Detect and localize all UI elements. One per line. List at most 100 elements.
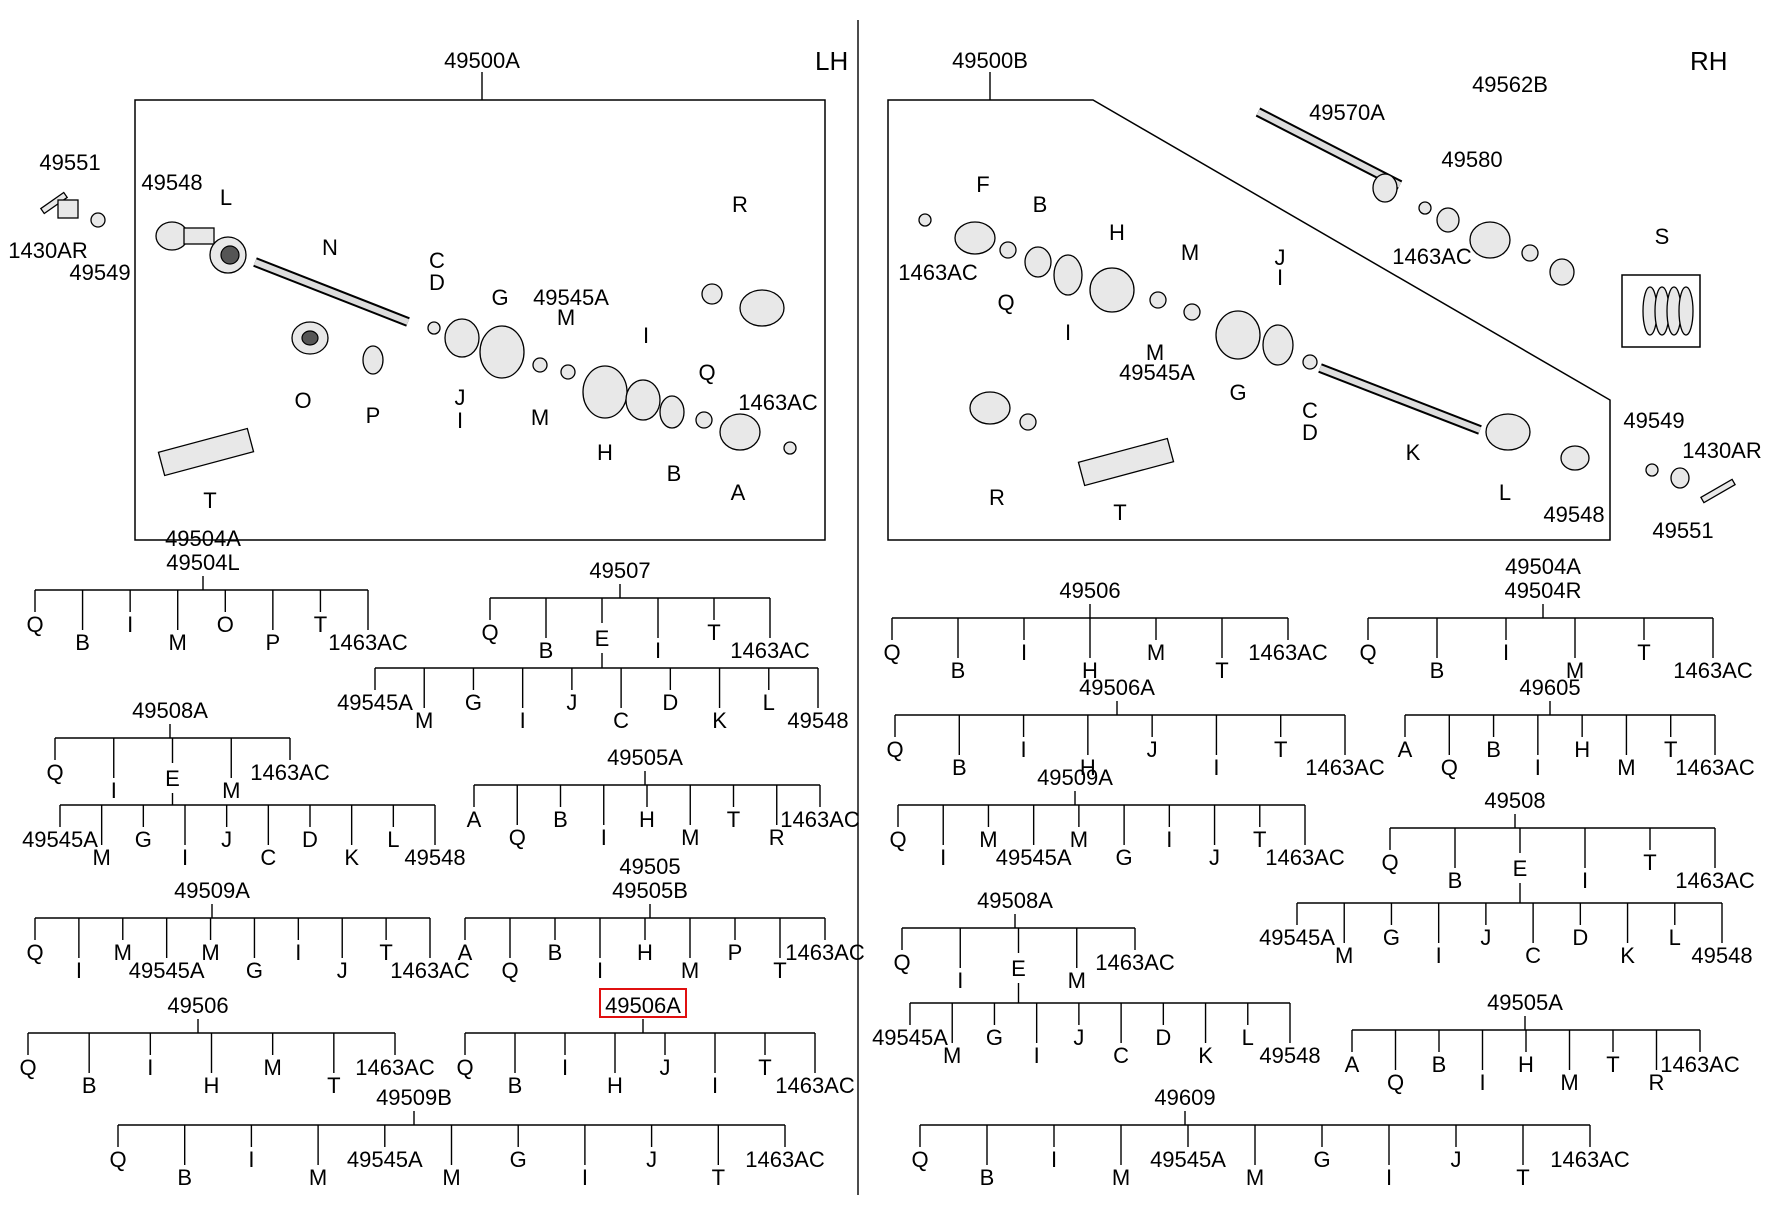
rh-part-label-26: 49551 [1652,518,1713,543]
part-tree: 49506 Q B I H M T 1463AC [19,993,434,1098]
lh-part-label-21: B [667,461,682,486]
tree-sub-branch-label: I [520,708,526,733]
rh-part-label-11: I [1065,320,1071,345]
tree-branch-label: T [758,1055,771,1080]
tree-sub-branch-label: 49548 [1259,1043,1320,1068]
tree-branch-label: M [979,827,997,852]
tree-branch-label: I [1213,755,1219,780]
tree-branch-label: R [769,825,785,850]
tree-sub-branch-label: 49548 [1691,943,1752,968]
tree-branch-label: B [1486,737,1501,762]
lh-part-label-20: 1463AC [738,390,818,415]
tree-branch-label: 1463AC [1248,640,1328,665]
tree-sub-branch-label: G [465,690,482,715]
tree-sub-branch-label: J [221,827,232,852]
tree-branch-label: B [553,807,568,832]
rh-assembly-code: 49500B [952,48,1028,73]
tree-branch-label: Q [481,620,498,645]
tree-branch-label: M [114,940,132,965]
lh-part-label-13: O [294,388,311,413]
tree-branch-label: 49545A [996,845,1072,870]
tree-sub-branch-label: L [387,827,399,852]
lh-part-label-17: M [531,405,549,430]
tree-branch-label: 1463AC [355,1055,435,1080]
tree-branch-label: H [639,807,655,832]
lh-assembly-code: 49500A [444,48,520,73]
part-tree: 49509B Q B I M 49545A M G I J T 1463AC [109,1085,824,1190]
tree-branch-label: 1463AC [390,958,470,983]
tree-branch-label: I [1535,755,1541,780]
lh-assembly: 49500A [8,48,826,541]
tree-title: 49506 [1059,578,1120,603]
tree-sub-node: E [1513,856,1528,881]
tree-branch-label: H [637,940,653,965]
tree-sub-branch-label: I [1034,1043,1040,1068]
tree-branch-label: Q [893,950,910,975]
tree-branch-label: G [510,1147,527,1172]
lh-small-parts-icon [39,191,797,477]
tree-branch-label: M [681,825,699,850]
tree-branch-label: 1463AC [1095,950,1175,975]
highlight-box [599,988,687,1018]
tree-branch-label: I [147,1055,153,1080]
lh-part-label-18: H [597,440,613,465]
rh-part-label-23: 49548 [1543,502,1604,527]
tree-branch-label: I [655,638,661,663]
tree-branch-label: I [248,1147,254,1172]
tree-title: 49508A [977,888,1053,913]
tree-branch-label: B [1430,658,1445,683]
rh-part-label-14: 1463AC [1392,244,1472,269]
tree-branch-label: I [562,1055,568,1080]
tree-branch-label: B [75,630,90,655]
tree-branch-label: 1463AC [1675,868,1755,893]
tree-branch-label: J [337,958,348,983]
tree-sub-branch-label: 49545A [22,827,98,852]
tree-title: 49504A [1505,554,1581,579]
tree-branch-label: T [773,958,786,983]
tree-branch-label: A [467,807,482,832]
tree-branch-label: M [1147,640,1165,665]
rh-shaft-top-icon [1255,107,1575,286]
tree-branch-label: B [508,1073,523,1098]
rh-part-label-5: H [1109,220,1125,245]
tree-title: 49506A [1079,675,1155,700]
lh-part-label-10: 49545A [533,285,609,310]
tree-branch-label: Q [509,825,526,850]
tree-sub-branch-label: C [260,845,276,870]
tree-sub-branch-label: C [613,708,629,733]
tree-branch-label: Q [109,1147,126,1172]
rh-part-label-2: 49580 [1441,147,1502,172]
tree-branch-label: H [1518,1052,1534,1077]
tree-branch-label: Q [1387,1070,1404,1095]
tree-title: 49505A [607,745,683,770]
lh-part-label-4: 49549 [69,260,130,285]
tree-title: 49508A [132,698,208,723]
rh-bearing-set-icon [1621,274,1701,348]
tree-branch-label: I [127,612,133,637]
lh-part-label-5: N [322,235,338,260]
tree-branch-label: I [1503,640,1509,665]
rh-part-label-6: M [1181,240,1199,265]
tree-title: 49505A [1487,990,1563,1015]
rh-part-label-22: L [1499,480,1511,505]
tree-branch-label: J [1147,737,1158,762]
tree-branch-label: T [314,612,327,637]
tree-branch-label: 1463AC [1305,755,1385,780]
tree-sub-branch-label: D [1155,1025,1171,1050]
tree-branch-label: B [1448,868,1463,893]
rh-part-label-4: B [1033,192,1048,217]
rh-part-label-19: K [1406,440,1421,465]
tree-branch-label: I [597,958,603,983]
lh-part-label-19: Q [698,360,715,385]
rh-side-label: RH [1690,46,1728,76]
tree-branch-label: Q [19,1055,36,1080]
tree-sub-node: E [1011,956,1026,981]
tree-branch-label: T [1664,737,1677,762]
tree-branch-label: H [1080,755,1096,780]
